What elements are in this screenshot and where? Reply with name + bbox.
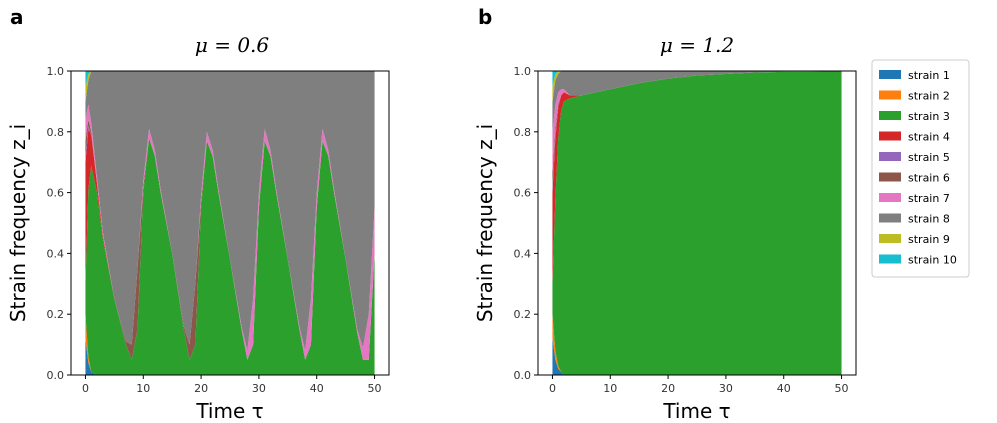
x-tick-label: 50 [368,382,382,395]
y-axis-label: Strain frequency z_i [6,124,30,322]
legend-label: strain 3 [908,110,950,123]
y-tick-label: 0.2 [514,308,532,321]
legend-item: strain 9 [879,233,950,246]
y-tick-label: 0.8 [47,126,65,139]
legend-label: strain 6 [908,172,950,185]
x-tick-label: 10 [136,382,150,395]
panel-a: a μ = 0.6 0 10 20 30 40 50 0.0 0.2 0.4 0.6 0.8 1.0 Tim… [6,5,390,423]
y-tick-label: 0.8 [514,126,532,139]
y-tick-label: 0.0 [514,369,532,382]
axes-frame [70,70,390,376]
y-tick-label: 0.4 [514,247,532,260]
x-tick-label: 30 [252,382,266,395]
legend-swatch [879,213,901,223]
legend-item: strain 6 [879,172,950,185]
panel-letter: a [10,5,24,29]
y-tick-label: 0.6 [47,187,65,200]
y-tick-label: 0.6 [514,187,532,200]
legend-item: strain 4 [879,131,950,144]
legend-item: strain 1 [879,69,950,82]
legend-swatch [879,254,901,264]
area-strain-3 [85,137,375,375]
legend-label: strain 5 [908,151,950,164]
legend-label: strain 10 [908,254,957,267]
x-axis-label: Time τ [195,399,263,423]
legend-label: strain 7 [908,192,950,205]
legend-item: strain 7 [879,192,950,205]
legend-item: strain 8 [879,213,950,226]
legend-item: strain 5 [879,151,950,164]
legend-swatch [879,111,901,120]
y-axis-label: Strain frequency z_i [473,124,497,322]
legend-label: strain 1 [908,69,950,82]
legend-label: strain 4 [908,131,950,144]
area-strain-8 [85,71,375,351]
legend-label: strain 2 [908,90,950,103]
x-tick-label: 40 [310,382,324,395]
y-tick-label: 0.2 [47,308,65,321]
legend-swatch [879,172,901,182]
legend-swatch [879,193,901,202]
y-tick-label: 1.0 [514,65,532,78]
area-strain-3 [552,71,842,376]
y-tick-label: 0.4 [47,247,65,260]
chart-title: μ = 0.6 [195,33,270,57]
axes-frame [537,70,857,376]
legend-item: strain 2 [879,90,950,103]
legend-label: strain 8 [908,213,950,226]
area-strain-8 [552,71,842,132]
legend-swatch [879,234,901,243]
legend-swatch [879,131,901,141]
x-tick-label: 0 [549,382,556,395]
legend-item: strain 10 [879,254,957,267]
x-axis-label: Time τ [662,399,730,423]
chart-title: μ = 1.2 [660,33,734,57]
x-tick-label: 40 [777,382,791,395]
x-tick-label: 20 [661,382,675,395]
y-tick-label: 0.0 [47,369,65,382]
x-tick-label: 20 [194,382,208,395]
legend: strain 1 strain 2 strain 3 strain 4 strain 5… [871,59,970,278]
panel-letter: b [478,5,492,29]
legend-swatch [879,90,901,100]
y-tick-label: 1.0 [47,65,65,78]
x-tick-label: 0 [82,382,89,395]
legend-label: strain 9 [908,233,950,246]
x-tick-label: 10 [603,382,617,395]
legend-swatch [879,70,901,79]
panel-b: b μ = 1.2 0 10 20 30 40 50 0.0 0.2 0.4 0.6 0.8 1.0 Tim… [473,5,857,423]
legend-item: strain 3 [879,110,950,123]
x-tick-label: 30 [719,382,733,395]
legend-swatch [879,152,901,161]
x-tick-label: 50 [835,382,849,395]
